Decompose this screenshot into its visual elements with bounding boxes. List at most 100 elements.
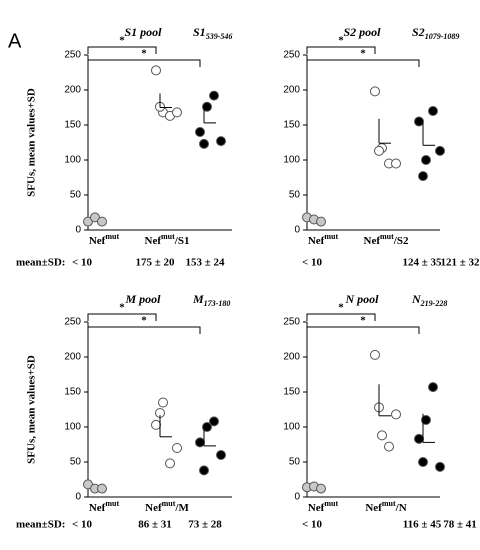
data-point	[421, 415, 431, 425]
y-tick-label: 0	[294, 225, 300, 236]
category-label-sup: mut	[382, 499, 396, 508]
panel-subtitle-sub: 219-228	[420, 299, 448, 308]
data-point	[435, 461, 445, 472]
panel-subtitle-sub: 173-180	[204, 299, 231, 308]
summary-value: < 10	[72, 519, 93, 531]
y-tick-label: 0	[294, 492, 300, 503]
category-label-sup: mut	[324, 499, 338, 508]
y-tick-label: 150	[64, 387, 81, 398]
y-axis-label: SFUs, mean values+SD	[26, 355, 38, 464]
panel-subtitle-text: S2	[412, 25, 425, 39]
y-tick-label: 100	[283, 422, 300, 433]
data-point	[199, 465, 209, 476]
data-point	[418, 171, 428, 182]
significance-bracket	[306, 326, 420, 334]
data-point	[199, 138, 209, 149]
data-point	[316, 483, 326, 494]
data-point	[377, 430, 387, 441]
y-tick-label: 100	[64, 422, 81, 433]
data-point	[195, 437, 205, 448]
y-tick-label: 150	[64, 120, 81, 131]
y-tick-label: 50	[289, 457, 301, 468]
category-label-sup: mut	[161, 232, 175, 241]
significance-bracket	[306, 313, 376, 321]
panel-subtitle: M173-180	[192, 292, 230, 308]
significance-bracket	[87, 313, 157, 321]
panel-letter: A	[8, 30, 22, 52]
y-tick-label: 250	[283, 317, 300, 328]
category-label: Nefmut/M	[145, 499, 189, 514]
data-point	[209, 416, 219, 427]
y-tick-label: 50	[70, 190, 82, 201]
significance-bracket	[306, 59, 420, 67]
data-point	[435, 145, 445, 156]
significance-label: *	[360, 315, 366, 327]
data-point	[158, 397, 168, 408]
data-point	[202, 101, 212, 112]
y-tick-label: 50	[289, 190, 301, 201]
category-label-sup: mut	[105, 499, 119, 508]
data-point	[202, 422, 212, 432]
significance-bracket	[87, 326, 201, 334]
y-tick-label: 200	[283, 352, 300, 363]
summary-value: 78 ± 41	[443, 519, 477, 531]
panel-subtitle-text: S1	[193, 25, 206, 39]
y-tick-label: 50	[70, 457, 82, 468]
data-point	[97, 483, 107, 494]
data-point	[216, 450, 226, 460]
category-label: Nefmut/N	[365, 499, 406, 514]
category-label-suffix: /N	[395, 502, 407, 514]
data-point	[97, 216, 107, 227]
significance-label: *	[360, 48, 366, 60]
data-point	[384, 441, 394, 452]
significance-bracket	[306, 46, 376, 54]
y-tick-label: 250	[283, 50, 300, 61]
significance-bracket	[87, 46, 157, 54]
significance-label: *	[119, 35, 125, 47]
y-tick-label: 0	[75, 492, 81, 503]
category-label-text: Nef	[364, 235, 381, 247]
y-axis-label: SFUs, mean values+SD	[26, 88, 38, 197]
category-label-text: Nef	[145, 502, 162, 514]
panel-subtitle-sub: 539-546	[206, 32, 233, 41]
y-tick-label: 100	[64, 155, 81, 166]
summary-prefix: mean±SD:	[16, 519, 65, 531]
data-point	[195, 127, 205, 137]
category-label: Nefmut	[308, 232, 339, 247]
category-label-sup: mut	[162, 499, 176, 508]
y-tick-label: 200	[283, 85, 300, 96]
data-point	[391, 409, 401, 420]
data-point	[370, 86, 380, 97]
data-point	[374, 145, 384, 156]
panel-subtitle: S1539-546	[193, 25, 232, 41]
summary-value: 86 ± 31	[138, 519, 172, 531]
summary-value: 73 ± 28	[188, 519, 222, 531]
category-label: Nefmut	[308, 499, 339, 514]
category-label-text: Nef	[145, 235, 162, 247]
data-point	[418, 457, 428, 467]
data-point	[414, 433, 424, 444]
data-point	[414, 116, 424, 127]
significance-label: *	[338, 302, 344, 314]
summary-value: 121 ± 32	[440, 257, 480, 269]
panel-title: N pool	[345, 292, 380, 306]
data-point	[151, 65, 161, 76]
panel-title: M pool	[124, 292, 161, 306]
data-point	[428, 382, 438, 393]
category-label-text: Nef	[308, 502, 325, 514]
panel-subtitle: S21079-1089	[412, 25, 459, 41]
summary-value: < 10	[302, 519, 323, 531]
panel-subtitle: N219-228	[411, 292, 447, 308]
summary-value: < 10	[72, 257, 93, 269]
category-label-sup: mut	[324, 232, 338, 241]
significance-label: *	[119, 302, 125, 314]
panel-title: S2 pool	[343, 25, 381, 39]
panel-subtitle-sub: 1079-1089	[425, 32, 460, 41]
data-point	[370, 349, 380, 360]
category-label: Nefmut	[89, 232, 120, 247]
summary-value: 116 ± 45	[403, 519, 442, 531]
y-tick-label: 250	[64, 50, 81, 61]
category-label-suffix: /S1	[174, 235, 190, 247]
y-tick-label: 150	[283, 120, 300, 131]
